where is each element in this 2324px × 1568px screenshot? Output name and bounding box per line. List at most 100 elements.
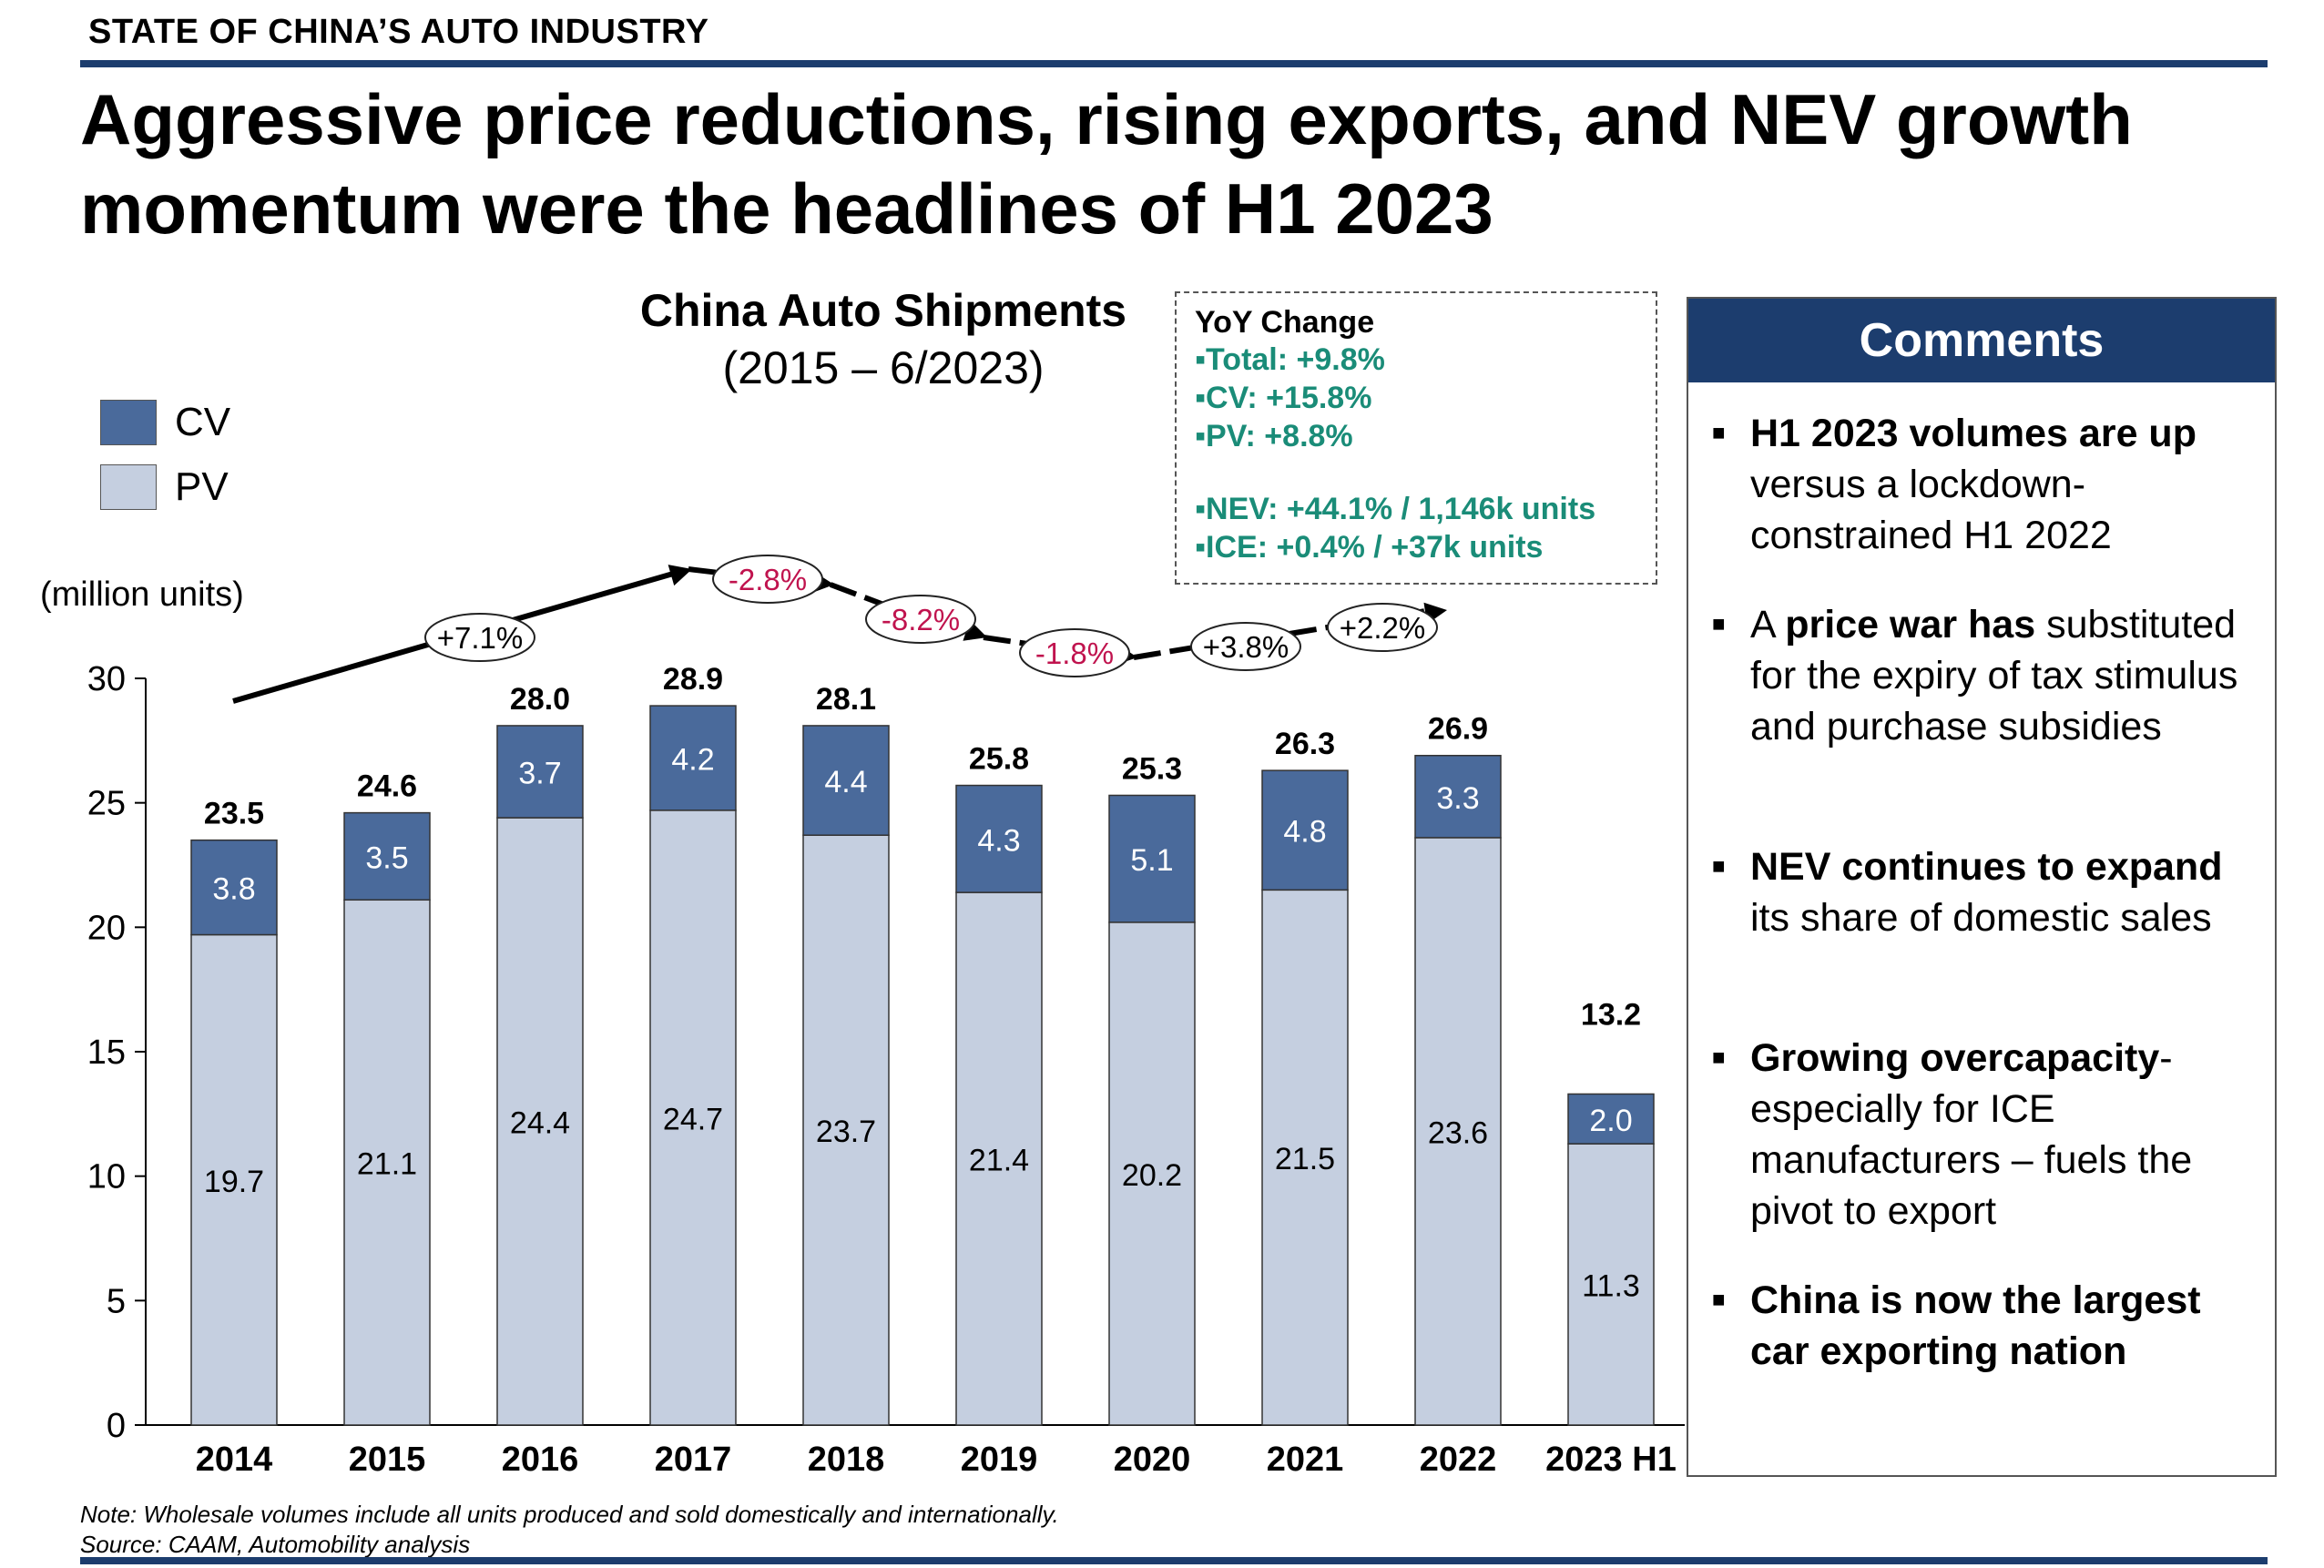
legend-swatch-pv	[100, 464, 157, 510]
x-category-label: 2022	[1420, 1441, 1497, 1479]
bar-label-cv: 3.8	[212, 872, 255, 907]
growth-label-oval	[424, 613, 535, 662]
bar-label-cv: 2.0	[1589, 1104, 1632, 1138]
bar-pv	[1414, 837, 1502, 1426]
x-category-label: 2014	[196, 1441, 273, 1479]
trend-arrowhead	[668, 565, 692, 586]
bar-total-label: 28.1	[816, 682, 876, 717]
comment-item-2: ■ A price war has substituted for the ex…	[1712, 599, 2268, 752]
bar-label-pv: 23.6	[1428, 1115, 1488, 1150]
bar-cv	[1414, 754, 1502, 839]
y-tick-label: 5	[107, 1282, 126, 1320]
bar-label-cv: 3.5	[365, 840, 408, 875]
bar-label-pv: 23.7	[816, 1115, 876, 1149]
bar-label-cv: 3.3	[1436, 781, 1479, 816]
growth-label-oval	[1190, 622, 1301, 671]
chart-title-main: China Auto Shipments	[639, 285, 1127, 336]
y-tick-label: 20	[87, 909, 126, 947]
bar-pv	[1567, 1143, 1655, 1426]
bottom-rule	[80, 1557, 2268, 1564]
yoy-title: YoY Change	[1195, 305, 1375, 340]
x-category-label: 2021	[1267, 1441, 1344, 1479]
chart-title-period: (2015 – 6/2023)	[722, 342, 1045, 393]
yoy-total: ▪Total: +9.8%	[1195, 342, 1385, 377]
bar-label-pv: 19.7	[204, 1165, 264, 1199]
bar-total-label: 26.3	[1275, 727, 1335, 761]
growth-label-text: -1.8%	[1035, 636, 1114, 670]
bar-cv	[649, 705, 737, 811]
x-category-label: 2020	[1114, 1441, 1191, 1479]
y-tick-label: 10	[87, 1158, 126, 1196]
bar-label-pv: 21.4	[969, 1144, 1029, 1178]
bar-total-label: 28.0	[510, 682, 570, 717]
bar-label-pv: 21.1	[357, 1147, 417, 1182]
growth-label-text: +7.1%	[437, 621, 524, 655]
bar-pv	[343, 899, 431, 1426]
yoy-nev: ▪NEV: +44.1% / 1,146k units	[1195, 492, 1596, 526]
bar-total-label: 23.5	[204, 797, 264, 831]
bullet-icon: ■	[1712, 612, 1726, 636]
bar-label-cv: 4.3	[977, 823, 1020, 858]
comment-item-1: ■ H1 2023 volumes are up versus a lockdo…	[1712, 408, 2268, 561]
legend-label-cv: CV	[175, 400, 231, 444]
trend-arrow-line	[688, 566, 819, 587]
bar-label-pv: 24.4	[510, 1106, 570, 1141]
x-category-label: 2017	[655, 1441, 732, 1479]
footnote-source: Source: CAAM, Automobility analysis	[80, 1531, 471, 1558]
bar-label-cv: 4.8	[1283, 815, 1326, 850]
bar-total-label: 13.2	[1581, 997, 1641, 1032]
growth-label-text: -8.2%	[882, 603, 960, 636]
x-category-label: 2016	[502, 1441, 579, 1479]
bar-pv	[1108, 921, 1196, 1426]
legend-label-pv: PV	[175, 464, 229, 509]
bullet-icon: ■	[1712, 1045, 1726, 1070]
bar-pv	[955, 891, 1043, 1426]
shipments-chart: 0 5 10 15 20 25 30 3.8 19.7 23.5 2014 3.5 21.1 24.6 20…	[87, 555, 1685, 1479]
bar-cv	[1108, 794, 1196, 923]
footnote-note: Note: Wholesale volumes include all unit…	[80, 1501, 1059, 1528]
x-category-label: 2015	[349, 1441, 426, 1479]
bar-cv	[1261, 769, 1349, 891]
bar-label-cv: 4.4	[824, 765, 867, 799]
comment-item-3: ■ NEV continues to expand its share of d…	[1712, 841, 2268, 943]
bar-pv	[649, 809, 737, 1426]
x-category-label: 2023 H1	[1545, 1441, 1677, 1479]
comment-item-4: ■ Growing overcapacity- especially for I…	[1712, 1033, 2268, 1237]
y-axis-unit-label: (million units)	[40, 575, 244, 614]
comment-item-5: ■ China is now the largest car exporting…	[1712, 1275, 2268, 1377]
bullet-icon: ■	[1712, 854, 1726, 879]
growth-label-oval	[865, 595, 976, 644]
x-category-label: 2018	[808, 1441, 885, 1479]
bar-cv	[496, 725, 584, 819]
growth-label-text: +2.2%	[1340, 611, 1426, 645]
growth-label-text: -2.8%	[729, 563, 807, 596]
top-rule	[80, 60, 2268, 67]
bar-cv	[343, 811, 431, 901]
bullet-icon: ■	[1712, 1288, 1726, 1312]
y-tick-label: 25	[87, 785, 126, 823]
bar-pv	[190, 933, 278, 1426]
bar-cv	[1567, 1093, 1655, 1145]
bar-total-label: 28.9	[663, 662, 723, 697]
bar-total-label: 24.6	[357, 769, 417, 804]
comments-panel: Comments ■ H1 2023 volumes are up versus…	[1687, 297, 2277, 1477]
y-tick-label: 15	[87, 1033, 126, 1072]
page-headline: Aggressive price reductions, rising expo…	[80, 79, 2133, 249]
bar-total-label: 25.3	[1122, 751, 1182, 786]
growth-label-oval	[1019, 628, 1130, 677]
yoy-pv: ▪PV: +8.8%	[1195, 419, 1353, 453]
chart-title: China Auto Shipments (2015 – 6/2023)	[528, 282, 1238, 397]
comments-title: Comments	[1688, 299, 2275, 382]
bullet-icon: ■	[1712, 421, 1726, 445]
bar-label-pv: 11.3	[1582, 1269, 1640, 1304]
x-category-label: 2019	[961, 1441, 1038, 1479]
bar-label-pv: 20.2	[1122, 1158, 1182, 1193]
growth-label-oval	[712, 555, 823, 604]
bar-label-pv: 21.5	[1275, 1142, 1335, 1176]
growth-label-text: +3.8%	[1203, 630, 1289, 664]
bar-pv	[496, 817, 584, 1426]
bar-total-label: 25.8	[969, 742, 1029, 777]
legend-swatch-cv	[100, 400, 157, 445]
section-kicker: STATE OF CHINA’S AUTO INDUSTRY	[88, 13, 709, 51]
growth-label-oval	[1327, 603, 1438, 652]
